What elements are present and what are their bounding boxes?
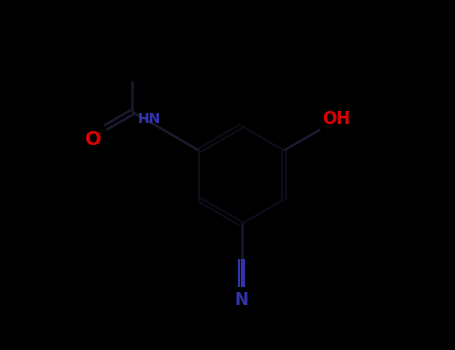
Text: O: O <box>85 130 101 148</box>
Text: HN: HN <box>138 112 161 126</box>
Text: N: N <box>235 291 248 309</box>
Text: OH: OH <box>322 110 350 128</box>
